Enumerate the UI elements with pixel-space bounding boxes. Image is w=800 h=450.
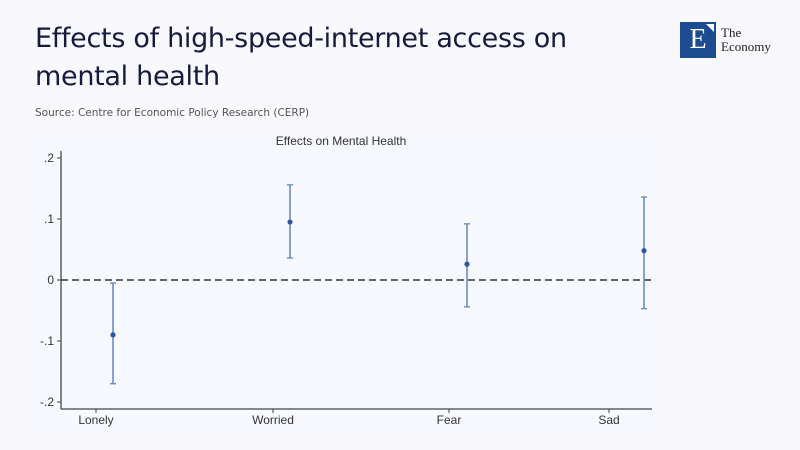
marks (61, 184, 652, 385)
chart-title: Effects on Mental Health (276, 134, 407, 148)
logo-letter: E (689, 24, 707, 55)
logo-text: The Economy (721, 26, 771, 54)
point-lonely (110, 332, 116, 338)
x-tick-label: Sad (598, 413, 619, 427)
x-tick-label: Fear (437, 413, 462, 427)
point-fear (464, 261, 470, 267)
logo-corner (706, 24, 714, 32)
page-title: Effects of high-speed-internet access on… (35, 23, 567, 92)
logo-line-2: Economy (721, 39, 771, 54)
axes: .2 .1 0 -.1 -.2 Lonely Worried Fear Sad (40, 151, 652, 427)
y-tick-label: -.2 (40, 395, 54, 409)
logo-mark: E (680, 22, 716, 58)
chart-panel (31, 133, 663, 433)
point-sad (641, 248, 647, 254)
source-note: Source: Centre for Economic Policy Resea… (35, 107, 310, 119)
y-tick-label: 0 (47, 273, 54, 287)
y-tick-label: .2 (44, 151, 54, 165)
point-worried (287, 219, 293, 225)
logo-line-1: The (721, 25, 742, 40)
x-tick-label: Lonely (78, 413, 113, 427)
the-economy-logo: E The Economy (680, 22, 771, 58)
y-tick-label: .1 (44, 212, 54, 226)
y-tick-label: -.1 (40, 334, 54, 348)
x-tick-label: Worried (252, 413, 294, 427)
